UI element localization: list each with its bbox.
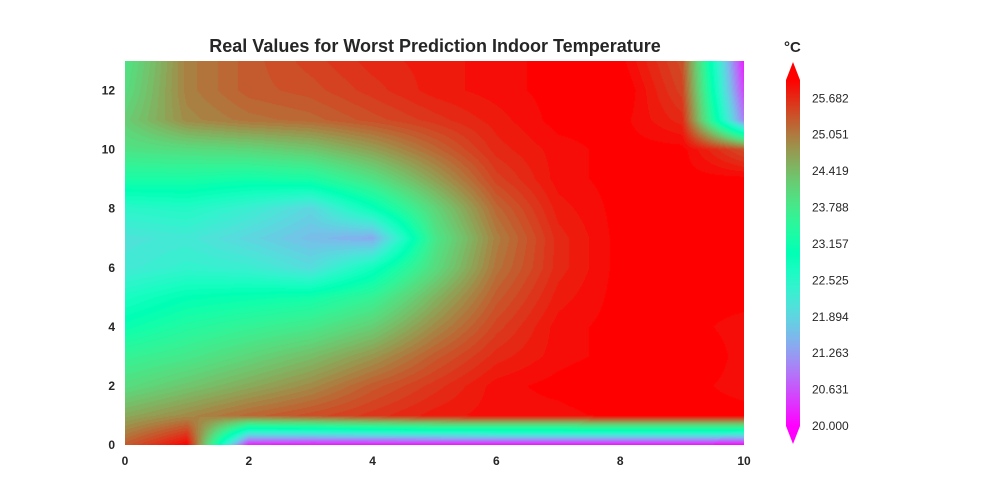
- y-tick-label: 4: [108, 320, 115, 334]
- colorbar-tick-label: 25.051: [812, 128, 849, 142]
- x-tick-label: 10: [737, 454, 751, 468]
- x-axis: 0 2 4 6 8 10: [122, 454, 751, 468]
- colorbar-extend-max: [786, 62, 800, 80]
- y-tick-label: 0: [108, 438, 115, 452]
- colorbar-tick-label: 20.000: [812, 419, 849, 433]
- colorbar-title: °C: [784, 39, 801, 56]
- y-tick-label: 6: [108, 261, 115, 275]
- colorbar-gradient: [786, 80, 800, 426]
- colorbar-tick-label: 23.157: [812, 237, 849, 251]
- colorbar: 20.000 20.631 21.263 21.894 22.525 23.157 23.7…: [786, 62, 849, 444]
- y-tick-label: 8: [108, 202, 115, 216]
- x-tick-label: 0: [122, 454, 129, 468]
- y-tick-label: 10: [102, 143, 116, 157]
- x-tick-label: 4: [369, 454, 376, 468]
- colorbar-tick-label: 24.419: [812, 164, 849, 178]
- y-tick-label: 12: [102, 84, 116, 98]
- colorbar-tick-label: 21.263: [812, 346, 849, 360]
- chart-title: Real Values for Worst Prediction Indoor …: [209, 36, 660, 56]
- colorbar-tick-label: 20.631: [812, 383, 849, 397]
- colorbar-tick-label: 23.788: [812, 201, 849, 215]
- colorbar-tick-label: 25.682: [812, 91, 849, 105]
- y-axis: 0 2 4 6 8 10 12: [102, 84, 116, 452]
- plot-area: [125, 61, 744, 445]
- x-tick-label: 6: [493, 454, 500, 468]
- colorbar-extend-min: [786, 426, 800, 444]
- x-tick-label: 8: [617, 454, 624, 468]
- y-tick-label: 2: [108, 379, 115, 393]
- x-tick-label: 2: [245, 454, 252, 468]
- colorbar-tick-label: 21.894: [812, 310, 849, 324]
- colorbar-tick-label: 22.525: [812, 273, 849, 287]
